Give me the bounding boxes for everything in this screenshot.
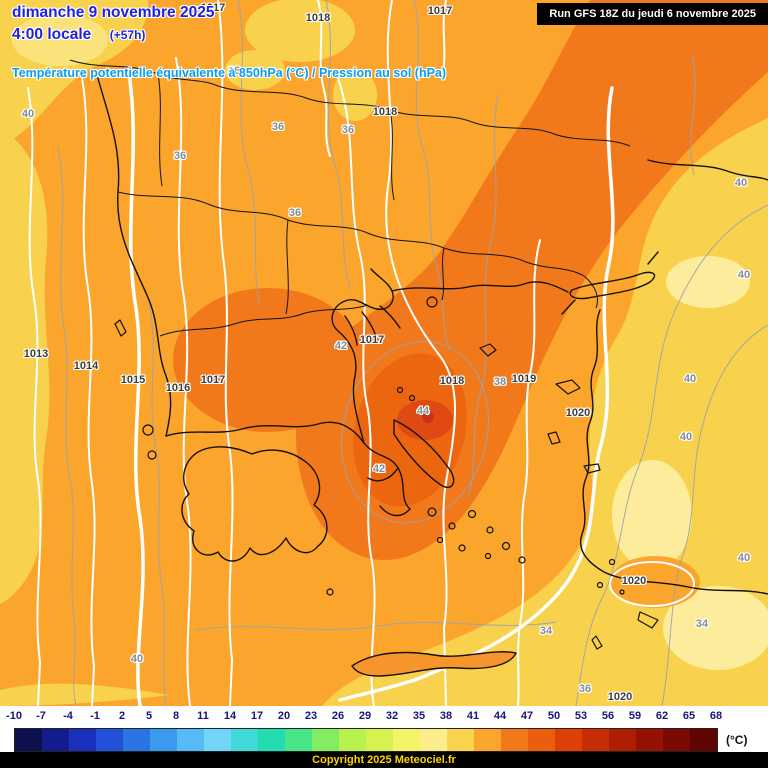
colorbar-tick: -1: [90, 710, 100, 722]
colorbar-segment: [177, 729, 204, 751]
colorbar-segment: [123, 729, 150, 751]
model-run-badge: Run GFS 18Z du jeudi 6 novembre 2025: [537, 3, 768, 25]
colorbar-tick: 5: [145, 710, 153, 722]
colorbar-segment: [501, 729, 528, 751]
colorbar-segment: [636, 729, 663, 751]
colorbar-segment: [312, 729, 339, 751]
colorbar-tick: 20: [277, 710, 291, 722]
colorbar-ticks: -10 -7 -4 -1 2 5 8 11 14 17 20 23 26 29 32 35 38 41 44 47 50…: [0, 706, 768, 728]
colorbar-segment: [582, 729, 609, 751]
colorbar-tick: 35: [412, 710, 426, 722]
colorbar-tick: 38: [439, 710, 453, 722]
colorbar-tick: 59: [628, 710, 642, 722]
colorbar-tick: 14: [223, 710, 237, 722]
forecast-offset: (+57h): [109, 28, 146, 42]
colorbar-tick: 50: [547, 710, 561, 722]
colorbar-segment: [339, 729, 366, 751]
colorbar-segment: [231, 729, 258, 751]
colorbar-segment: [663, 729, 690, 751]
colorbar-tick: 32: [385, 710, 399, 722]
colorbar-tick: 65: [682, 710, 696, 722]
colorbar-tick: 23: [304, 710, 318, 722]
map-title: Température potentielle équivalente à 85…: [12, 66, 447, 80]
colorbar-segment: [447, 729, 474, 751]
colorbar-tick: 29: [358, 710, 372, 722]
colorbar-segment: [474, 729, 501, 751]
colorbar-segment: [42, 729, 69, 751]
forecast-date: dimanche 9 novembre 2025: [12, 4, 215, 21]
colorbar-tick: 62: [655, 710, 669, 722]
colorbar-segment: [690, 729, 717, 751]
footer-bar: Copyright 2025 Meteociel.fr: [0, 752, 768, 768]
colorbar-tick: 53: [574, 710, 588, 722]
colorbar-tick: 47: [520, 710, 534, 722]
colorbar-tick: 26: [331, 710, 345, 722]
colorbar-segment: [258, 729, 285, 751]
colorbar-tick: -10: [6, 710, 22, 722]
colorbar-tick: 17: [250, 710, 264, 722]
colorbar-segment: [393, 729, 420, 751]
colorbar-segment: [285, 729, 312, 751]
weather-map-graphic: [0, 0, 768, 706]
colorbar-segment: [609, 729, 636, 751]
colorbar-segment: [204, 729, 231, 751]
colorbar-tick: 56: [601, 710, 615, 722]
colorbar-segment: [555, 729, 582, 751]
map-canvas: 1017 1018 1017 1018 1013 1014 1015 1016 1017 1017…: [0, 0, 768, 706]
colorbar-segment: [420, 729, 447, 751]
colorbar-unit: (°C): [726, 733, 748, 747]
colorbar-segment: [15, 729, 42, 751]
colorbar-tick: 41: [466, 710, 480, 722]
colorbar-segment: [96, 729, 123, 751]
colorbar-tick: -7: [36, 710, 46, 722]
colorbar-tick: -4: [63, 710, 73, 722]
colorbar-segment: [150, 729, 177, 751]
forecast-time: 4:00 locale: [12, 26, 92, 43]
colorbar-tick: 11: [197, 710, 209, 722]
colorbar-tick: 68: [709, 710, 723, 722]
copyright-text: Copyright 2025 Meteociel.fr: [312, 754, 456, 766]
forecast-time-row: 4:00 locale (+57h): [12, 26, 145, 44]
colorbar-tick: 44: [493, 710, 507, 722]
colorbar-tick: 2: [118, 710, 126, 722]
color-scale-area: -10 -7 -4 -1 2 5 8 11 14 17 20 23 26 29 32 35 38 41 44 47 50…: [0, 706, 768, 752]
colorbar-tick: 8: [172, 710, 180, 722]
colorbar-segment: [366, 729, 393, 751]
colorbar-segment: [69, 729, 96, 751]
colorbar-segment: [528, 729, 555, 751]
colorbar-segments: [14, 728, 718, 752]
